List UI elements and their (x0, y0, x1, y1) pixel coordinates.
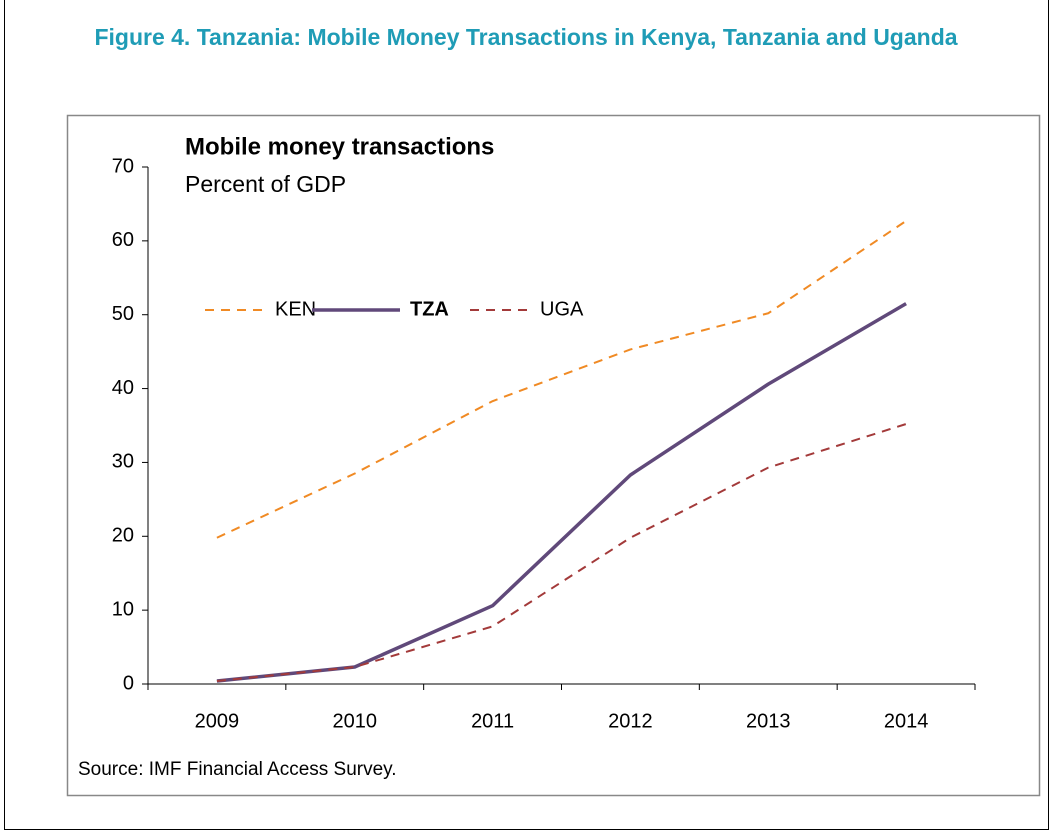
legend-label: UGA (540, 298, 584, 320)
y-tick-label: 0 (123, 672, 134, 694)
source-note: Source: IMF Financial Access Survey. (78, 759, 397, 780)
chart-box (66, 114, 1041, 797)
y-tick-label: 60 (112, 229, 134, 251)
y-tick-label: 30 (112, 451, 134, 473)
x-tick-label: 2009 (195, 710, 240, 732)
x-tick-label: 2013 (746, 710, 791, 732)
legend-label: TZA (410, 298, 449, 320)
x-tick-label: 2010 (333, 710, 378, 732)
page-border (4, 0, 1049, 830)
y-tick-label: 40 (112, 377, 134, 399)
chart-subtitle: Percent of GDP (185, 171, 346, 197)
y-tick-label: 50 (112, 303, 134, 325)
y-tick-label: 10 (112, 598, 134, 620)
legend-label: KEN (275, 298, 316, 320)
y-tick-label: 70 (112, 155, 134, 177)
line-series (216, 220, 907, 539)
x-tick-label: 2012 (608, 710, 653, 732)
x-tick-label: 2014 (884, 710, 929, 732)
y-tick-label: 20 (112, 525, 134, 547)
x-tick-label: 2011 (471, 710, 514, 732)
line-series (216, 302, 907, 683)
figure-title: Figure 4. Tanzania: Mobile Money Transac… (94, 24, 958, 50)
chart-title: Mobile money transactions (185, 133, 494, 160)
line-series (216, 423, 907, 683)
